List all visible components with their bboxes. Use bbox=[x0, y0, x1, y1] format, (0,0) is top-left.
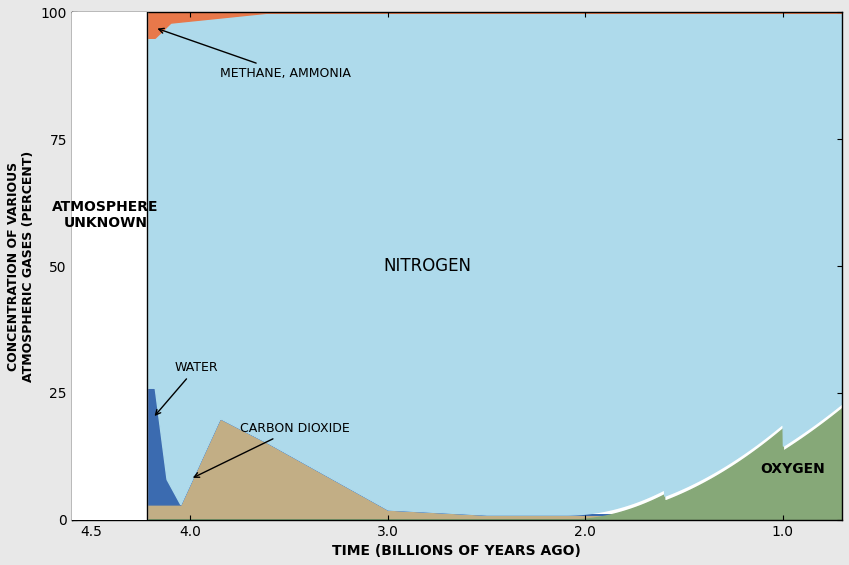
Y-axis label: CONCENTRATION OF VARIOUS
ATMOSPHERIC GASES (PERCENT): CONCENTRATION OF VARIOUS ATMOSPHERIC GAS… bbox=[7, 150, 35, 382]
Text: OXYGEN: OXYGEN bbox=[761, 462, 825, 476]
Text: NITROGEN: NITROGEN bbox=[383, 257, 471, 275]
Text: ATMOSPHERE
UNKNOWN: ATMOSPHERE UNKNOWN bbox=[52, 200, 159, 231]
Text: METHANE, AMMONIA: METHANE, AMMONIA bbox=[159, 28, 351, 80]
Text: CARBON DIOXIDE: CARBON DIOXIDE bbox=[194, 422, 350, 477]
X-axis label: TIME (BILLIONS OF YEARS AGO): TIME (BILLIONS OF YEARS AGO) bbox=[333, 544, 582, 558]
Bar bbox=[71, 12, 147, 520]
Text: WATER: WATER bbox=[155, 361, 218, 415]
